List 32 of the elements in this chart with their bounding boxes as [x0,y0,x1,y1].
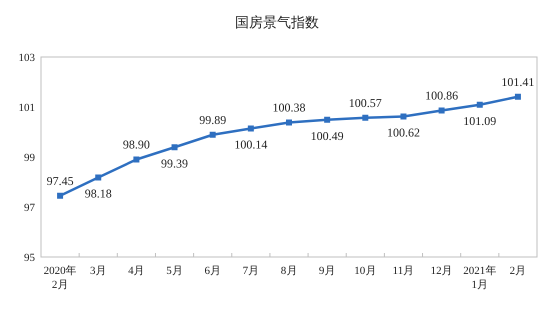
xtick: 2020年 2月 [44,265,77,291]
data-label: 100.49 [310,128,344,143]
xtick: 2021年 1月 [463,265,496,291]
data-label: 101.09 [463,114,496,128]
ytick: 101 [18,102,35,114]
data-label: 99.89 [199,112,226,127]
xtick: 3月 [90,265,106,277]
data-label: 98.18 [84,186,112,200]
data-label: 97.45 [46,174,74,188]
xtick: 11月 [392,265,414,277]
xtick: 5月 [166,265,183,277]
xtick: 10月 [354,265,376,277]
ytick: 99 [24,152,35,164]
data-label: 98.90 [122,138,150,152]
data-label: 100.14 [234,138,268,152]
title: 国房景气指数 [235,16,319,31]
xtick: 6月 [204,265,221,277]
data-label: 100.62 [386,126,420,140]
data-label: 101.41 [501,74,534,89]
xtick: 9月 [318,265,336,277]
ytick: 103 [18,52,35,64]
xtick: 4月 [128,265,145,277]
xtick: 2月 [510,265,526,277]
xtick: 7月 [242,265,260,277]
ytick: 95 [24,252,35,264]
xtick: 8月 [280,265,298,277]
ytick: 97 [24,202,35,214]
data-label: 100.57 [348,96,382,110]
data-label: 99.39 [161,156,188,170]
data-label: 100.86 [425,88,458,102]
data-label: 100.38 [272,100,306,114]
xtick: 12月 [430,265,453,277]
